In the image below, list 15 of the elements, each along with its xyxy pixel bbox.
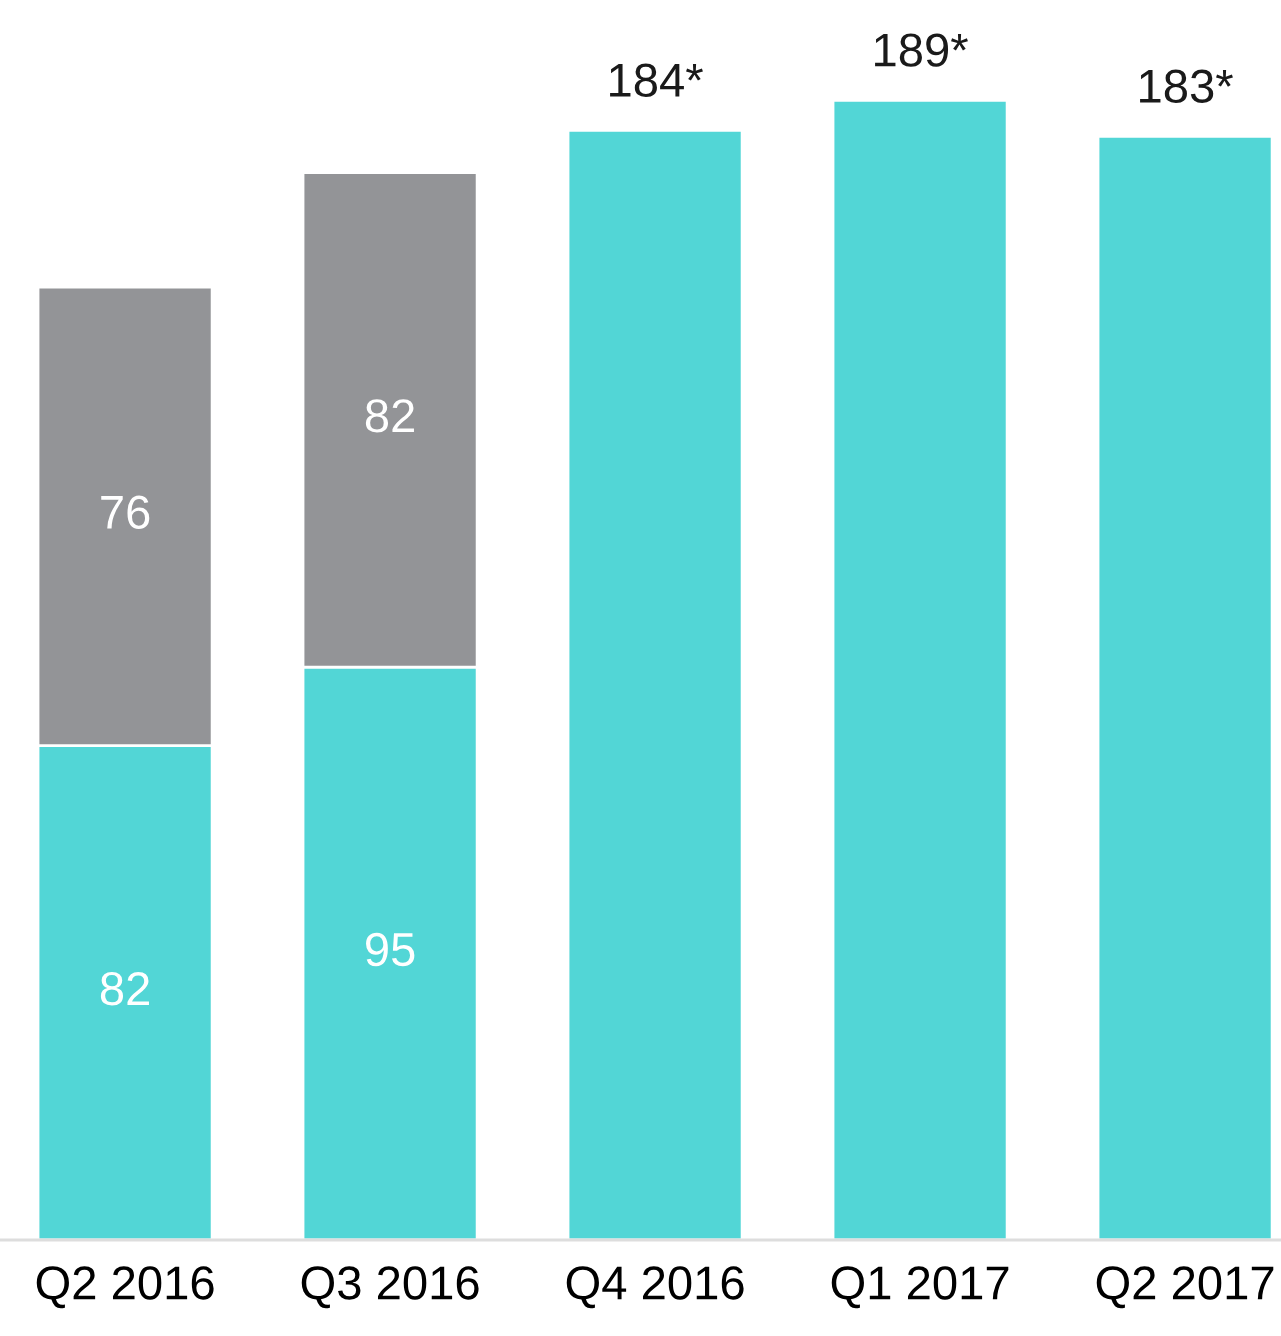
- data-label: 95: [366, 932, 415, 967]
- total-label: 184*: [610, 63, 703, 97]
- bar: [566, 129, 744, 1240]
- bar: [1096, 135, 1274, 1240]
- total-label: 189*: [875, 33, 968, 67]
- bar: [831, 98, 1009, 1240]
- x-tick-label: Q4 2016: [566, 1266, 744, 1309]
- data-label: 82: [100, 972, 149, 1006]
- data-label: 82: [365, 399, 414, 433]
- total-label: 183*: [1140, 69, 1233, 104]
- data-label: 76: [101, 495, 150, 530]
- x-tick-label: Q2 2016: [36, 1266, 214, 1309]
- x-tick-label: Q3 2016: [301, 1266, 479, 1309]
- x-tick-label: Q1 2017: [831, 1266, 1009, 1309]
- x-tick-label: Q2 2017: [1096, 1266, 1274, 1309]
